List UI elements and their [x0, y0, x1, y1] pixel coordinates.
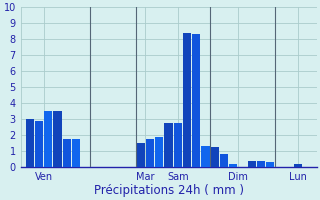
- Bar: [211, 147, 219, 167]
- Bar: [257, 161, 265, 167]
- Bar: [164, 123, 173, 167]
- Bar: [220, 154, 228, 167]
- Bar: [294, 164, 302, 167]
- Bar: [201, 146, 210, 167]
- Bar: [63, 139, 71, 167]
- Bar: [266, 162, 275, 167]
- Bar: [44, 111, 52, 167]
- Bar: [72, 139, 80, 167]
- Bar: [174, 123, 182, 167]
- Bar: [35, 121, 43, 167]
- Bar: [26, 119, 34, 167]
- Bar: [248, 161, 256, 167]
- Bar: [53, 111, 62, 167]
- X-axis label: Précipitations 24h ( mm ): Précipitations 24h ( mm ): [93, 184, 244, 197]
- Bar: [146, 139, 154, 167]
- Bar: [229, 164, 237, 167]
- Bar: [183, 33, 191, 167]
- Bar: [155, 137, 164, 167]
- Bar: [192, 34, 200, 167]
- Bar: [137, 143, 145, 167]
